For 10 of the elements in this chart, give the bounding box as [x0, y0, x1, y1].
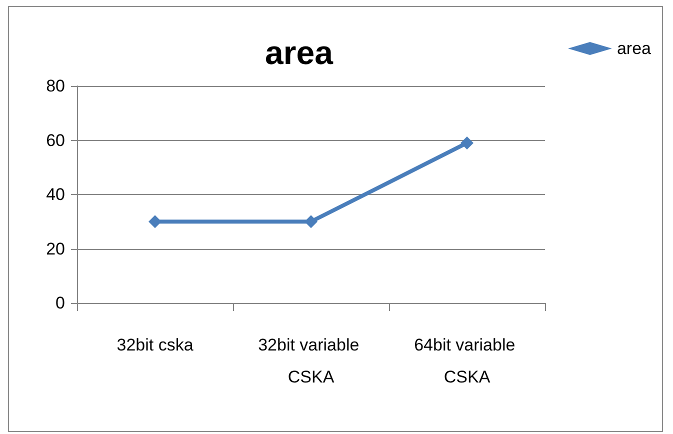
y-tick-label: 80 [46, 76, 65, 96]
y-tick-label: 60 [46, 130, 65, 150]
chart-title: area [265, 34, 334, 71]
y-tick-label: 0 [56, 294, 65, 312]
legend-label: area [616, 39, 652, 58]
y-tick-label: 20 [46, 239, 65, 258]
x-tick-label: 32bit variable CSKA [258, 336, 364, 386]
x-tick-label: 32bit cska [116, 336, 194, 354]
x-tick-label: 64bit variable CSKA [414, 336, 520, 386]
y-tick-label: 40 [46, 185, 65, 204]
